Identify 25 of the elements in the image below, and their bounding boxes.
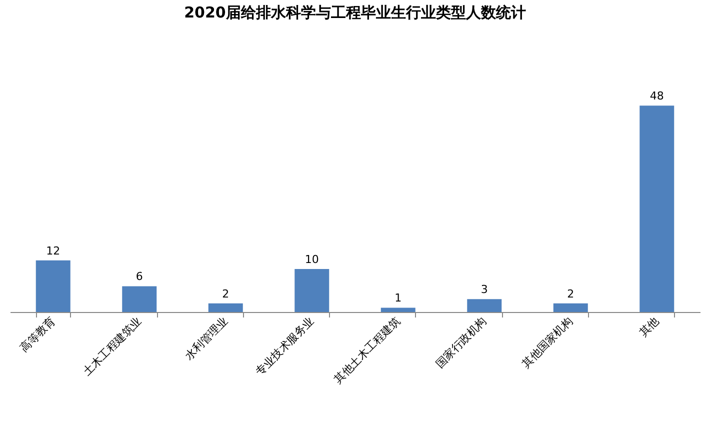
x-tick-label: 其他国家机构 [520, 314, 576, 370]
data-label: 12 [46, 244, 60, 258]
bar [122, 286, 157, 312]
chart-title: 2020届给排水科学与工程毕业生行业类型人数统计 [184, 4, 526, 22]
bar [294, 269, 330, 312]
x-tick-label: 其他土木工程建筑 [331, 314, 403, 386]
x-tick-label: 水利管理业 [182, 314, 230, 363]
x-tick-label: 土木工程建筑业 [80, 314, 144, 378]
bar [380, 308, 416, 312]
data-label: 6 [136, 270, 143, 284]
data-label: 10 [304, 253, 319, 266]
bar [208, 303, 243, 312]
data-label: 3 [480, 283, 488, 296]
x-tick-label: 其他 [636, 314, 662, 340]
bar [467, 299, 502, 312]
data-label: 1 [394, 292, 402, 305]
x-tick-label: 高等教育 [18, 314, 58, 355]
bar [553, 303, 588, 312]
x-tick-label: 专业技术服务业 [252, 314, 317, 378]
x-tick-label: 国家行政机构 [433, 314, 490, 370]
data-label: 2 [222, 287, 230, 300]
data-label: 48 [650, 90, 664, 103]
bar [640, 106, 674, 312]
bar [36, 260, 70, 312]
data-label: 2 [567, 287, 574, 300]
